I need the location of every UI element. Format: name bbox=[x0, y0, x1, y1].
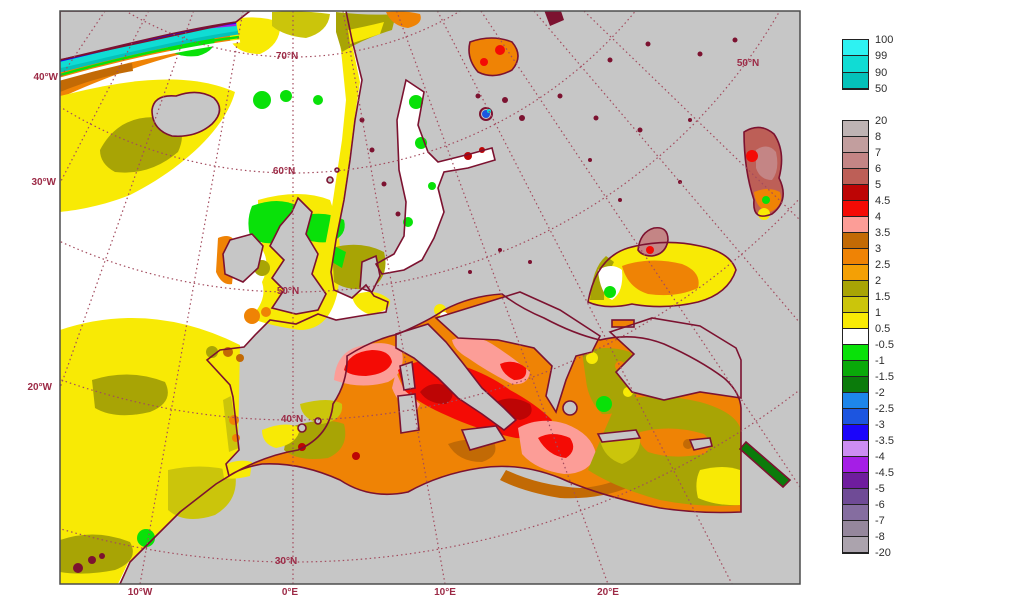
legend-swatch bbox=[843, 56, 868, 73]
legend-value: -5 bbox=[875, 483, 885, 495]
lon-label-0e: 0°E bbox=[281, 587, 299, 598]
legend-value: -6 bbox=[875, 499, 885, 511]
legend-swatch bbox=[843, 40, 868, 57]
lon-label-10e: 10°E bbox=[434, 587, 456, 598]
legend-value: 1.5 bbox=[875, 291, 891, 303]
legend-swatch bbox=[843, 505, 868, 521]
legend-value: 4 bbox=[875, 211, 882, 223]
legend-swatch bbox=[843, 313, 868, 329]
legend-value: 6 bbox=[875, 163, 882, 175]
legend-value: 4.5 bbox=[875, 195, 891, 207]
lon-label-20e: 20°E bbox=[597, 587, 619, 598]
legend-value: 1 bbox=[875, 307, 882, 319]
coastlines bbox=[60, 11, 792, 584]
legend-swatch bbox=[843, 137, 868, 153]
legend-swatch bbox=[843, 329, 868, 345]
lat-label-60n: 60°N bbox=[272, 166, 296, 177]
lon-label-30w: 30°W bbox=[31, 177, 56, 188]
legend-swatch bbox=[843, 153, 868, 169]
graticule bbox=[60, 11, 800, 584]
legend-swatch bbox=[843, 281, 868, 297]
legend-value: -1.5 bbox=[875, 371, 894, 383]
legend-swatch bbox=[843, 185, 868, 201]
legend-value: 99 bbox=[875, 50, 888, 63]
legend-swatch bbox=[843, 121, 868, 137]
legend-value: -7 bbox=[875, 515, 885, 527]
land bbox=[60, 11, 742, 451]
lon-label-20w: 20°W bbox=[27, 382, 52, 393]
lat-label-50n: 50°N bbox=[276, 286, 300, 297]
legend-swatch bbox=[843, 265, 868, 281]
legend-value: 5 bbox=[875, 179, 882, 191]
legend-swatch bbox=[843, 441, 868, 457]
legend-value: -2.5 bbox=[875, 403, 894, 415]
legend-value: -2 bbox=[875, 387, 885, 399]
lat-label-50n-right: 50°N bbox=[736, 58, 760, 69]
legend-value: 20 bbox=[875, 115, 888, 127]
legend-swatch bbox=[843, 345, 868, 361]
legend-swatch bbox=[843, 233, 868, 249]
legend-swatch bbox=[843, 377, 868, 393]
legend-swatch bbox=[843, 72, 868, 89]
map-frame bbox=[59, 10, 801, 585]
legend-swatch bbox=[843, 361, 868, 377]
legend-value: -3 bbox=[875, 419, 885, 431]
legend-swatch bbox=[843, 393, 868, 409]
legend-value: 50 bbox=[875, 82, 888, 95]
legend-value: -20 bbox=[875, 547, 891, 559]
legend-swatch bbox=[843, 409, 868, 425]
legend-swatch bbox=[843, 537, 868, 553]
legend-value: -4 bbox=[875, 451, 885, 463]
legend-swatch bbox=[843, 169, 868, 185]
legend-swatch bbox=[843, 201, 868, 217]
legend-value: 2 bbox=[875, 275, 882, 287]
legend-swatch bbox=[843, 249, 868, 265]
anomaly-legend: 20 8 7 6 5 4.5 4 3.5 3 2.5 2 1.5 1 0.5 -0.5 -1 -1.5 -2 -2.… bbox=[842, 115, 894, 559]
legend-value: 3.5 bbox=[875, 227, 891, 239]
legend-value: -1 bbox=[875, 355, 885, 367]
lon-label-40w: 40°W bbox=[33, 72, 58, 83]
legend-swatch bbox=[843, 425, 868, 441]
lat-label-30n: 30°N bbox=[274, 556, 298, 567]
legend-value: 90 bbox=[875, 66, 888, 79]
lake-speckles bbox=[359, 11, 738, 274]
legend-value: -3.5 bbox=[875, 435, 894, 447]
legend-swatch bbox=[843, 489, 868, 505]
legend-value: 3 bbox=[875, 243, 882, 255]
legend-swatch bbox=[843, 521, 868, 537]
legend-value: -4.5 bbox=[875, 467, 894, 479]
lon-label-10w: 10°W bbox=[127, 587, 153, 598]
lat-label-40n: 40°N bbox=[280, 414, 304, 425]
legend-value: 7 bbox=[875, 147, 882, 159]
sea-ice-legend: 100 99 90 50 bbox=[842, 34, 893, 95]
legend-swatch bbox=[843, 457, 868, 473]
legend-swatch bbox=[843, 297, 868, 313]
legend-value: 100 bbox=[875, 34, 894, 46]
legend-swatch bbox=[843, 473, 868, 489]
legend-value: 2.5 bbox=[875, 259, 891, 271]
legend-value: 0.5 bbox=[875, 323, 891, 335]
legend-value: -8 bbox=[875, 531, 885, 543]
legend-value: 8 bbox=[875, 131, 882, 143]
legend-swatch bbox=[843, 217, 868, 233]
lat-label-70n: 70°N bbox=[275, 51, 299, 62]
legend-value: -0.5 bbox=[875, 339, 894, 351]
